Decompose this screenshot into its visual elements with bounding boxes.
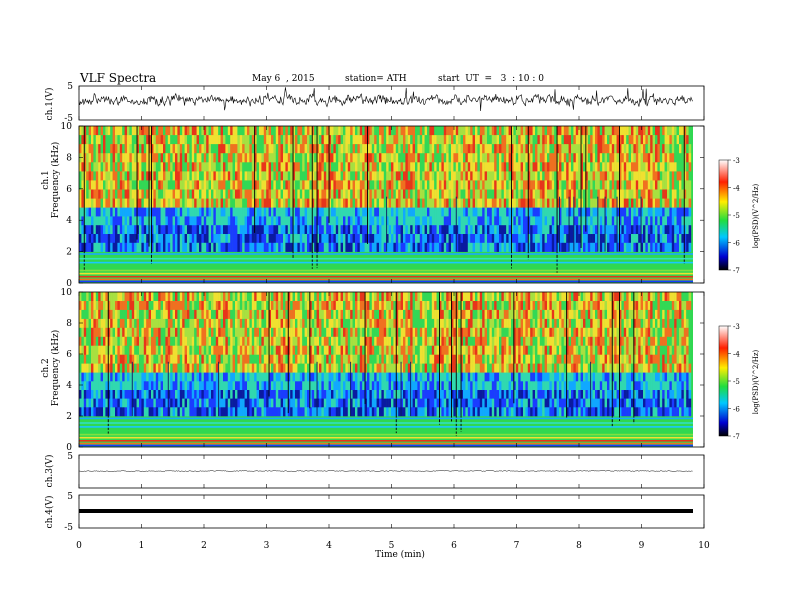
colorbar-tick-label: -7 [733,267,740,275]
ch4-trace [79,509,693,513]
ch1-waveform-panel: 5 -5 ch.1(V) [44,82,705,124]
freq-tick-label: 10 [61,122,73,132]
figure-title: VLF Spectra [80,71,157,85]
time-tick-label: 7 [514,541,520,551]
freq-tick-label: 10 [61,288,73,298]
colorbar-tick-label: -3 [733,157,740,165]
colorbar-tick-label: -6 [733,240,740,248]
freq-tick-label: 6 [66,350,72,360]
ch2-colorbar [718,325,729,437]
ch3-ytick-top: 5 [67,452,73,462]
ch2-channel-label: ch.2 [41,358,51,377]
ch1-channel-label: ch.1 [41,170,51,189]
ch1-ytick-bottom: -5 [64,114,73,124]
ch2-spectrogram-cells [79,292,693,447]
time-tick-label: 2 [201,541,207,551]
ch1-frequency-ticks: 0 2 4 6 8 10 [61,122,704,289]
time-axis-ticks: 0 1 2 3 4 5 6 7 8 9 10 [76,86,710,551]
time-tick-label: 3 [264,541,270,551]
time-tick-label: 8 [576,541,582,551]
time-axis-label: Time (min) [375,549,425,560]
time-tick-label: 5 [389,541,395,551]
colorbar-tick-label: -6 [733,406,740,414]
station-label: station= ATH [345,74,407,84]
ch3-frame [78,454,705,489]
ch2-frequency-ticks: 0 2 4 6 8 10 [61,288,704,453]
ch1-spectrogram-cells [79,126,693,283]
ch2-colorbar-ticks: -3 -4 -5 -6 -7 [728,323,740,441]
ch2-frequency-label: Frequency (kHz) [50,330,61,407]
time-tick-label: 4 [326,541,332,551]
ch4-ylabel: ch.4(V) [44,496,55,529]
ch3-ylabel: ch.3(V) [44,455,55,488]
freq-tick-label: 4 [66,381,72,391]
ch4-ytick-bottom: -5 [64,523,73,533]
freq-tick-label: 8 [66,153,72,163]
ch1-trace [78,87,693,112]
colorbar-tick-label: -4 [733,185,740,193]
ch1-ytick-top: 5 [67,82,73,92]
ch2-colorbar-label: log(PSD)(V^2/Hz) [752,349,760,414]
ch1-colorbar [718,159,729,271]
ch4-ytick-top: 5 [67,492,73,502]
colorbar-tick-label: -4 [733,351,740,359]
freq-tick-label: 6 [66,185,72,195]
ch1-colorbar-ticks: -3 -4 -5 -6 -7 [728,157,740,275]
time-tick-label: 1 [139,541,145,551]
time-tick-label: 0 [76,541,82,551]
time-tick-label: 9 [639,541,645,551]
ch1-frequency-label: Frequency (kHz) [50,142,61,219]
ch1-colorbar-label: log(PSD)(V^2/Hz) [752,183,760,248]
freq-tick-label: 2 [66,248,72,258]
colorbar-tick-label: -3 [733,323,740,331]
freq-tick-label: 8 [66,319,72,329]
colorbar-tick-label: -7 [733,433,740,441]
freq-tick-label: 2 [66,412,72,422]
ch4-waveform-panel: 5 -5 ch.4(V) [44,492,705,533]
time-tick-label: 10 [698,541,710,551]
freq-tick-label: 0 [66,279,72,289]
ch1-ylabel: ch.1(V) [44,88,55,121]
ch3-waveform-panel: 5 ch.3(V) [44,452,705,489]
ch3-trace [78,469,693,473]
date-label: May 6 , 2015 [252,74,315,84]
ch1-frame [78,85,705,121]
time-tick-label: 6 [451,541,457,551]
start-time-label: start UT = 3 : 10 : 0 [438,74,544,84]
freq-tick-label: 0 [66,443,72,453]
colorbar-tick-label: -5 [733,212,740,220]
freq-tick-label: 4 [66,216,72,226]
colorbar-tick-label: -5 [733,378,740,386]
